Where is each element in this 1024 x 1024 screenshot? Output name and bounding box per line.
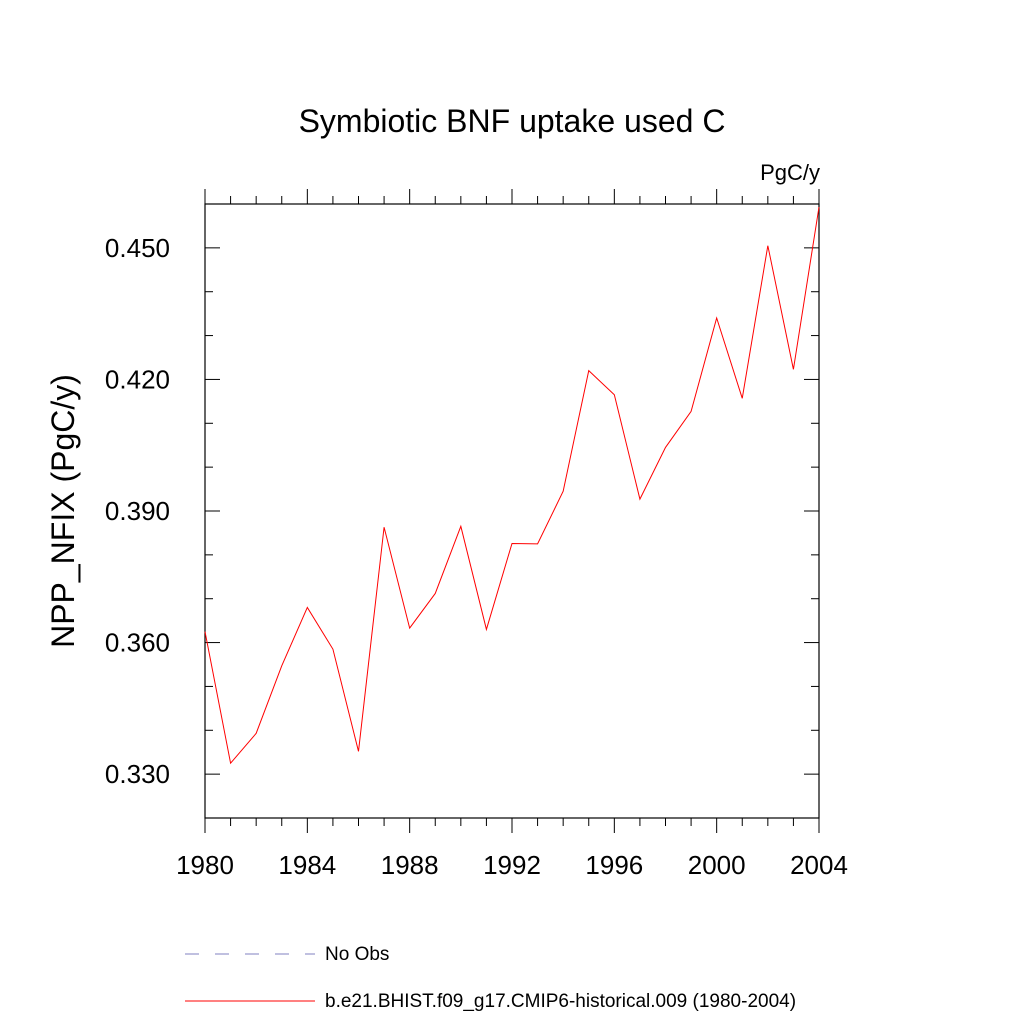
axis-ticks xyxy=(204,189,820,833)
x-tick-labels: 1980 1984 1988 1992 1996 2000 2004 xyxy=(176,850,848,880)
y-axis-label: NPP_NFIX (PgC/y) xyxy=(45,374,81,648)
legend-label-historical-run: b.e21.BHIST.f09_g17.CMIP6-historical.009… xyxy=(325,991,796,1012)
x-tick-label: 2000 xyxy=(688,850,746,880)
y-tick-label: 0.360 xyxy=(105,628,170,658)
x-tick-label: 2004 xyxy=(790,850,848,880)
x-tick-label: 1988 xyxy=(381,850,439,880)
y-tick-label: 0.420 xyxy=(105,364,170,394)
series-layer xyxy=(204,206,820,765)
units-label: PgC/y xyxy=(760,160,820,185)
y-tick-label: 0.390 xyxy=(105,496,170,526)
x-tick-label: 1996 xyxy=(585,850,643,880)
chart-title: Symbiotic BNF uptake used C xyxy=(299,103,726,139)
y-tick-labels: 0.330 0.360 0.390 0.420 0.450 xyxy=(105,233,170,789)
x-tick-label: 1980 xyxy=(176,850,234,880)
x-tick-label: 1992 xyxy=(483,850,541,880)
y-tick-label: 0.450 xyxy=(105,233,170,263)
plot-frame xyxy=(204,203,820,819)
y-tick-label: 0.330 xyxy=(105,759,170,789)
series-line xyxy=(204,206,820,765)
legend: No Obs b.e21.BHIST.f09_g17.CMIP6-histori… xyxy=(185,944,796,1012)
legend-label-no-obs: No Obs xyxy=(325,944,389,965)
x-tick-label: 1984 xyxy=(278,850,336,880)
